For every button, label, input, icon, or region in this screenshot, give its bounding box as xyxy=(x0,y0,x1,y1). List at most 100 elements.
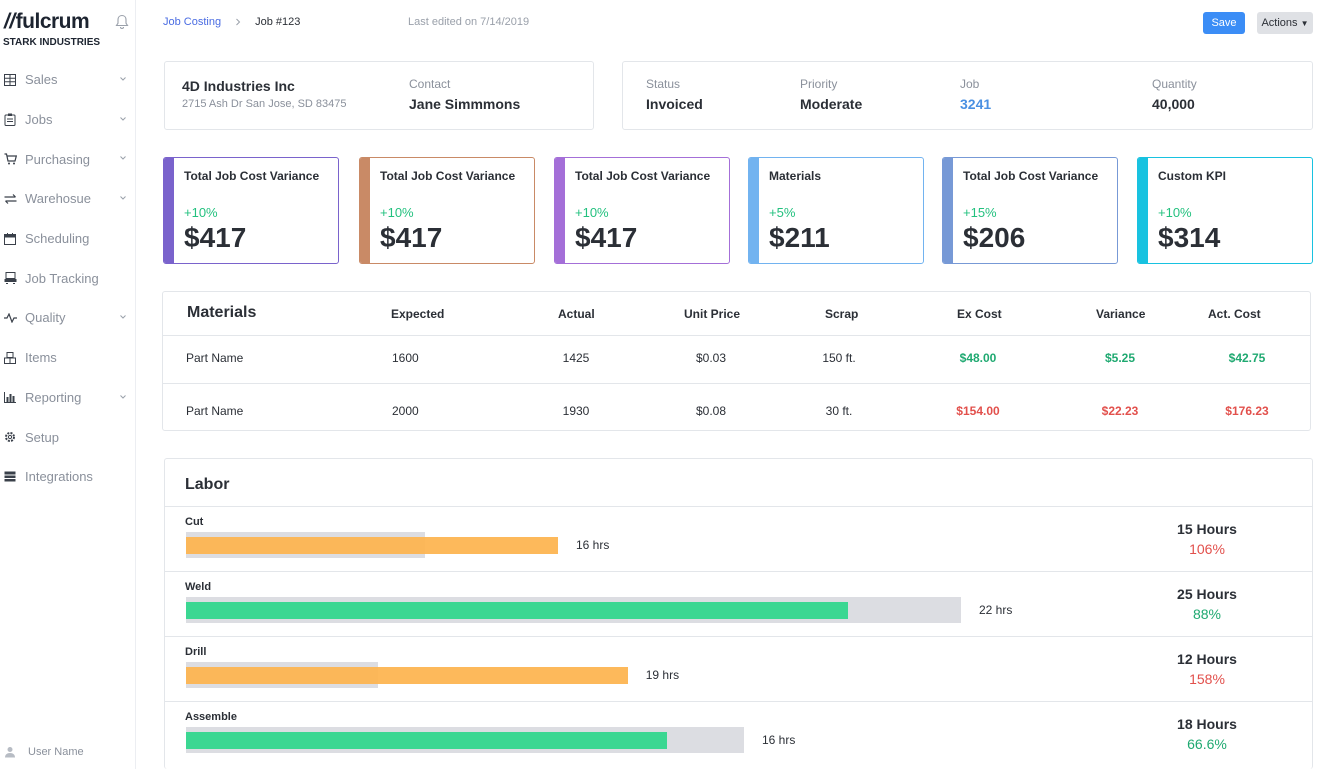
kpi-card[interactable]: Custom KPI +10% $314 xyxy=(1137,157,1313,264)
sidebar-item-jobs[interactable]: Jobs xyxy=(0,100,136,140)
sidebar-item-label: Jobs xyxy=(25,112,53,128)
customer-card: 4D Industries Inc 2715 Ash Dr San Jose, … xyxy=(164,61,594,130)
breadcrumb-job-costing[interactable]: Job Costing xyxy=(163,16,222,28)
col-actual: Actual xyxy=(558,307,595,321)
last-edited: Last edited on 7/14/2019 xyxy=(408,16,530,28)
kpi-card[interactable]: Total Job Cost Variance +15% $206 xyxy=(942,157,1118,264)
labor-row[interactable]: Cut 16 hrs 15 Hours 106% xyxy=(165,506,1312,571)
labor-panel: Labor Cut 16 hrs 15 Hours 106% Weld 22 hrs 25 … xyxy=(164,458,1313,769)
sidebar-item-label: Setup xyxy=(25,429,59,445)
quantity-label: Quantity xyxy=(1152,77,1197,91)
hours-percent: 66.6% xyxy=(1187,736,1227,752)
col-ex-cost: Ex Cost xyxy=(957,307,1002,321)
actual-hours-label: 22 hrs xyxy=(979,603,1013,617)
chevron-down-icon xyxy=(120,315,126,319)
kpi-change: +5% xyxy=(769,205,796,220)
bell-icon[interactable] xyxy=(115,14,129,30)
sidebar-item-label: Sales xyxy=(25,72,58,88)
cell-ex-cost: $154.00 xyxy=(956,404,1000,418)
sidebar-item-sales[interactable]: Sales xyxy=(0,60,136,100)
table-row[interactable]: Part Name 2000 1930 $0.08 30 ft. $154.00 $22.2… xyxy=(163,384,1310,432)
labor-row[interactable]: Drill 19 hrs 12 Hours 158% xyxy=(165,636,1312,701)
sidebar-nav: Sales Jobs Purchasing Warehosue Scheduling Jo… xyxy=(0,60,136,497)
kpi-amount: $206 xyxy=(963,222,1026,253)
quantity-value: 40,000 xyxy=(1152,96,1195,112)
kpi-card[interactable]: Total Job Cost Variance +10% $417 xyxy=(163,157,339,264)
sidebar-item-quality[interactable]: Quality xyxy=(0,298,136,338)
sidebar-item-items[interactable]: Items xyxy=(0,338,136,378)
customer-name: 4D Industries Inc xyxy=(182,78,295,94)
chevron-down-icon xyxy=(120,196,126,200)
labor-task-name: Weld xyxy=(185,581,212,593)
user-name: User Name xyxy=(28,746,84,758)
kpi-title: Materials xyxy=(769,169,822,183)
transfer-icon xyxy=(2,191,18,207)
hours-percent: 88% xyxy=(1192,606,1222,622)
actual-hours-bar xyxy=(186,667,628,684)
chevron-down-icon xyxy=(120,116,126,121)
job-number-link[interactable]: 3241 xyxy=(960,96,992,112)
breadcrumb-current: Job #123 xyxy=(255,16,301,28)
col-variance: Variance xyxy=(1096,307,1146,321)
actual-hours-label: 16 hrs xyxy=(576,538,610,552)
contact-name: Jane Simmmons xyxy=(409,96,521,112)
grid-icon xyxy=(2,72,18,88)
col-expected: Expected xyxy=(391,307,445,321)
kpi-card[interactable]: Total Job Cost Variance +10% $417 xyxy=(554,157,730,264)
priority-label: Priority xyxy=(800,77,838,91)
user-icon xyxy=(5,747,15,758)
labor-task-name: Drill xyxy=(185,646,207,658)
job-info-card: Status Invoiced Priority Moderate Job 32… xyxy=(622,61,1313,130)
sidebar-item-setup[interactable]: Setup xyxy=(0,417,136,457)
save-button[interactable]: Save xyxy=(1203,12,1245,34)
table-row[interactable]: Part Name 1600 1425 $0.03 150 ft. $48.00 $5.25… xyxy=(163,336,1310,384)
planned-hours: 18 Hours xyxy=(1177,716,1237,732)
server-icon xyxy=(2,469,18,485)
bar-chart-icon xyxy=(2,389,18,405)
kpi-change: +15% xyxy=(963,205,997,220)
cart-icon xyxy=(2,151,18,167)
cell-act-cost: $42.75 xyxy=(1228,351,1266,365)
sidebar-item-purchasing[interactable]: Purchasing xyxy=(0,139,136,179)
actions-button[interactable]: Actions ▼ xyxy=(1257,12,1313,34)
cell-variance: $5.25 xyxy=(1104,351,1136,365)
status-value: Invoiced xyxy=(646,96,703,112)
materials-table: Materials Expected Actual Unit Price Scr… xyxy=(162,291,1311,431)
user-menu[interactable]: User Name xyxy=(4,746,84,758)
part-name: Part Name xyxy=(186,404,244,418)
chevron-down-icon xyxy=(120,156,126,161)
chevron-down-icon: ▼ xyxy=(1300,19,1309,28)
actual-hours-label: 19 hrs xyxy=(645,668,680,682)
cell-unit-price: $0.03 xyxy=(695,351,727,365)
gear-icon xyxy=(2,429,18,445)
cell-ex-cost: $48.00 xyxy=(959,351,997,365)
col-scrap: Scrap xyxy=(825,307,859,321)
kpi-title: Total Job Cost Variance xyxy=(184,169,320,183)
status-label: Status xyxy=(646,77,681,91)
sidebar-item-job-tracking[interactable]: Job Tracking xyxy=(0,258,136,298)
hours-percent: 106% xyxy=(1189,541,1225,557)
kpi-amount: $211 xyxy=(769,222,830,253)
labor-row[interactable]: Assemble 16 hrs 18 Hours 66.6% xyxy=(165,701,1312,769)
contact-label: Contact xyxy=(409,77,451,91)
cell-act-cost: $176.23 xyxy=(1225,404,1269,418)
sidebar-item-reporting[interactable]: Reporting xyxy=(0,378,136,418)
kpi-accent-bar xyxy=(943,158,953,263)
planned-hours: 15 Hours xyxy=(1177,521,1237,537)
labor-row[interactable]: Weld 22 hrs 25 Hours 88% xyxy=(165,571,1312,636)
kpi-accent-bar xyxy=(164,158,174,263)
kpi-card[interactable]: Materials +5% $211 xyxy=(748,157,924,264)
cell-variance: $22.23 xyxy=(1101,404,1139,418)
kpi-change: +10% xyxy=(1158,205,1192,220)
actual-hours-bar xyxy=(186,537,558,554)
kpi-accent-bar xyxy=(749,158,759,263)
chevron-down-icon xyxy=(120,77,126,81)
kpi-card[interactable]: Total Job Cost Variance +10% $417 xyxy=(359,157,535,264)
sidebar-item-label: Quality xyxy=(25,310,66,326)
sidebar-item-scheduling[interactable]: Scheduling xyxy=(0,219,136,259)
company-name: STARK INDUSTRIES xyxy=(3,37,101,48)
sidebar-item-warehosue[interactable]: Warehosue xyxy=(0,179,136,219)
calendar-icon xyxy=(2,231,18,247)
app-logo[interactable]: //fulcrum xyxy=(4,10,90,34)
sidebar-item-integrations[interactable]: Integrations xyxy=(0,457,136,497)
